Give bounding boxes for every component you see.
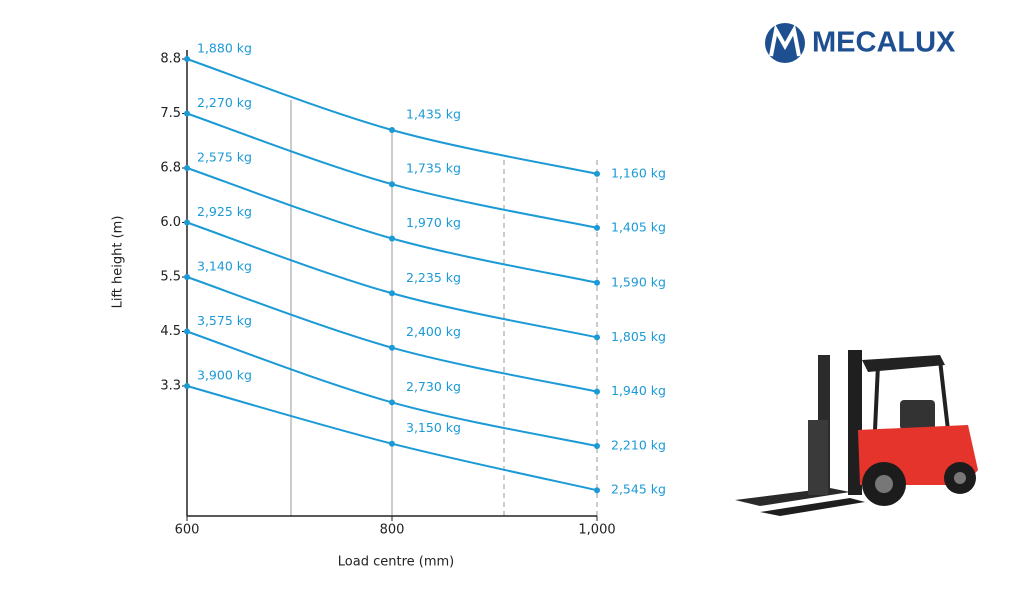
data-label: 1,160 kg: [611, 165, 666, 180]
y-tick-label: 3.3: [160, 379, 181, 394]
x-axis-label: Load centre (mm): [338, 555, 454, 570]
logo: MECALUX: [765, 23, 956, 63]
data-label: 2,730 kg: [406, 379, 461, 394]
point: [184, 110, 190, 117]
data-label: 2,925 kg: [197, 204, 252, 219]
point: [184, 274, 190, 280]
y-tick-label: 7.5: [160, 106, 181, 121]
data-label: 2,545 kg: [611, 482, 666, 497]
data-label: 1,735 kg: [406, 161, 461, 176]
point: [594, 279, 600, 286]
data-label: 3,150 kg: [406, 420, 461, 435]
y-tick-label: 5.5: [160, 270, 181, 285]
data-label: 3,140 kg: [197, 259, 252, 274]
forklift: [735, 350, 978, 516]
point: [389, 344, 395, 351]
data-label: 3,900 kg: [197, 368, 252, 383]
x-tick-label: 1,000: [578, 523, 615, 538]
y-tick-label: 4.5: [160, 324, 181, 339]
data-label: 1,590 kg: [611, 274, 666, 289]
y-axis-label: Lift height (m): [111, 216, 126, 309]
point: [389, 235, 395, 242]
point: [594, 170, 600, 177]
data-label: 1,435 kg: [406, 107, 461, 122]
point: [594, 487, 600, 494]
point: [184, 165, 190, 171]
data-label: 3,575 kg: [197, 313, 252, 328]
y-tick-label: 6.8: [160, 161, 181, 176]
point: [184, 328, 190, 335]
data-label: 1,405 kg: [611, 219, 666, 234]
point: [184, 219, 190, 226]
point: [389, 440, 395, 447]
data-label: 2,210 kg: [611, 438, 666, 453]
data-label: 1,940 kg: [611, 383, 666, 398]
data-label: 2,400 kg: [406, 324, 461, 339]
point: [184, 56, 190, 62]
point: [184, 383, 190, 389]
point: [594, 334, 600, 341]
x-tick-label: 800: [380, 523, 405, 538]
point: [389, 290, 395, 297]
data-label: 1,880 kg: [197, 41, 252, 56]
data-label: 2,270 kg: [197, 95, 252, 110]
point: [389, 181, 395, 188]
y-tick-label: 8.8: [160, 52, 181, 67]
y-tick-label: 6.0: [160, 215, 181, 230]
point: [594, 224, 600, 231]
point: [594, 443, 600, 450]
x-tick-label: 600: [175, 523, 200, 538]
data-label: 1,970 kg: [406, 215, 461, 230]
point: [389, 127, 395, 134]
point: [594, 388, 600, 395]
data-label: 1,805 kg: [611, 329, 666, 344]
data-label: 2,235 kg: [406, 270, 461, 285]
data-label: 2,575 kg: [197, 150, 252, 165]
brand: MECALUX: [812, 27, 956, 59]
point: [389, 399, 395, 406]
